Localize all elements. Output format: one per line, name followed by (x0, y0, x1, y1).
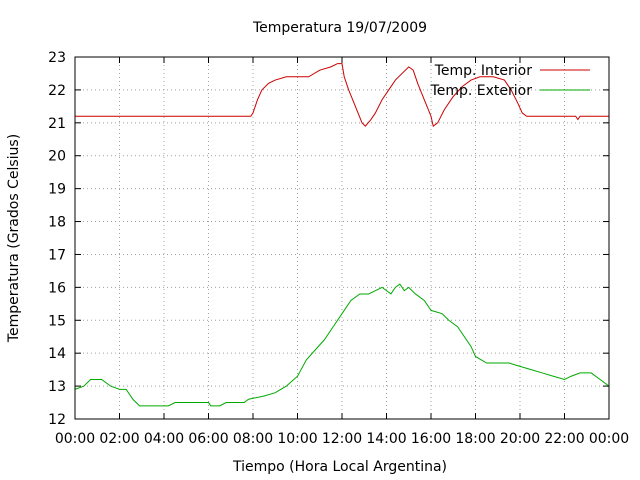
legend: Temp. Interior Temp. Exterior (430, 63, 590, 99)
y-tick-label: 21 (48, 116, 66, 132)
legend-label-interior: Temp. Interior (434, 63, 533, 79)
series-layer (74, 63, 610, 407)
series-line-interior (75, 63, 609, 127)
x-tick-label: 10:00 (277, 431, 317, 447)
y-tick-label: 15 (48, 313, 66, 329)
y-tick-label: 12 (48, 412, 66, 428)
legend-label-exterior: Temp. Exterior (430, 83, 533, 99)
y-tick-label: 13 (48, 379, 66, 395)
x-tick-label: 18:00 (455, 431, 495, 447)
y-tick-label: 22 (48, 83, 66, 99)
x-tick-label: 00:00 (589, 431, 629, 447)
x-tick-label: 06:00 (188, 431, 228, 447)
x-tick-label: 16:00 (411, 431, 451, 447)
y-tick-label: 20 (48, 149, 66, 165)
x-axis-label: Tiempo (Hora Local Argentina) (232, 459, 447, 475)
series-line-exterior (74, 283, 610, 407)
y-tick-label: 14 (48, 346, 66, 362)
x-tick-label: 20:00 (500, 431, 540, 447)
y-tick-label: 19 (48, 182, 66, 198)
plot-frame (74, 56, 610, 420)
x-tick-label: 14:00 (366, 431, 406, 447)
grid-layer (75, 57, 609, 419)
x-tick-label: 22:00 (544, 431, 584, 447)
chart-title: Temperatura 19/07/2009 (252, 20, 427, 36)
x-tick-label: 12:00 (322, 431, 362, 447)
y-axis-label: Temperatura (Grados Celsius) (6, 134, 22, 343)
y-tick-label: 23 (48, 50, 66, 66)
y-tick-label: 18 (48, 215, 66, 231)
x-tick-label: 02:00 (99, 431, 139, 447)
y-tick-label: 17 (48, 247, 66, 263)
x-tick-label: 00:00 (55, 431, 95, 447)
x-tick-label: 08:00 (233, 431, 273, 447)
x-tick-label: 04:00 (144, 431, 184, 447)
y-tick-label: 16 (48, 280, 66, 296)
